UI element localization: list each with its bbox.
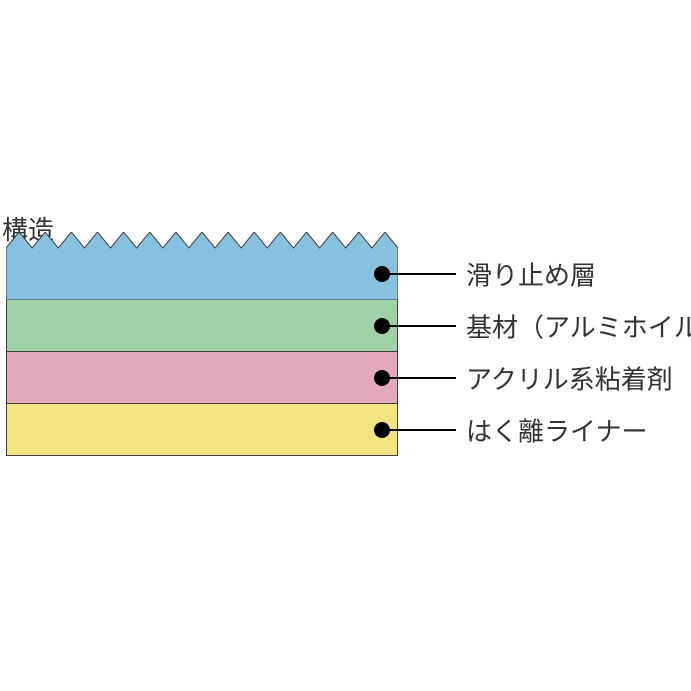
layer-label-1: 基材（アルミホイル）	[466, 308, 691, 345]
layer-label-0: 滑り止め層	[466, 256, 596, 293]
leader-line-0	[390, 273, 456, 275]
leader-line-3	[390, 429, 456, 431]
layer-marker-2	[374, 370, 390, 386]
layer-2	[6, 352, 398, 404]
layer-3	[6, 404, 398, 456]
layer-label-3: はく離ライナー	[466, 412, 647, 449]
leader-line-2	[390, 377, 456, 379]
layer-0	[6, 232, 398, 300]
layer-marker-3	[374, 422, 390, 438]
layer-label-2: アクリル系粘着剤	[466, 360, 673, 397]
layer-1	[6, 300, 398, 352]
leader-line-1	[390, 325, 456, 327]
layer-marker-0	[374, 266, 390, 282]
layer-marker-1	[374, 318, 390, 334]
diagram-canvas: 構造 滑り止め層基材（アルミホイル）アクリル系粘着剤はく離ライナー	[0, 0, 691, 691]
